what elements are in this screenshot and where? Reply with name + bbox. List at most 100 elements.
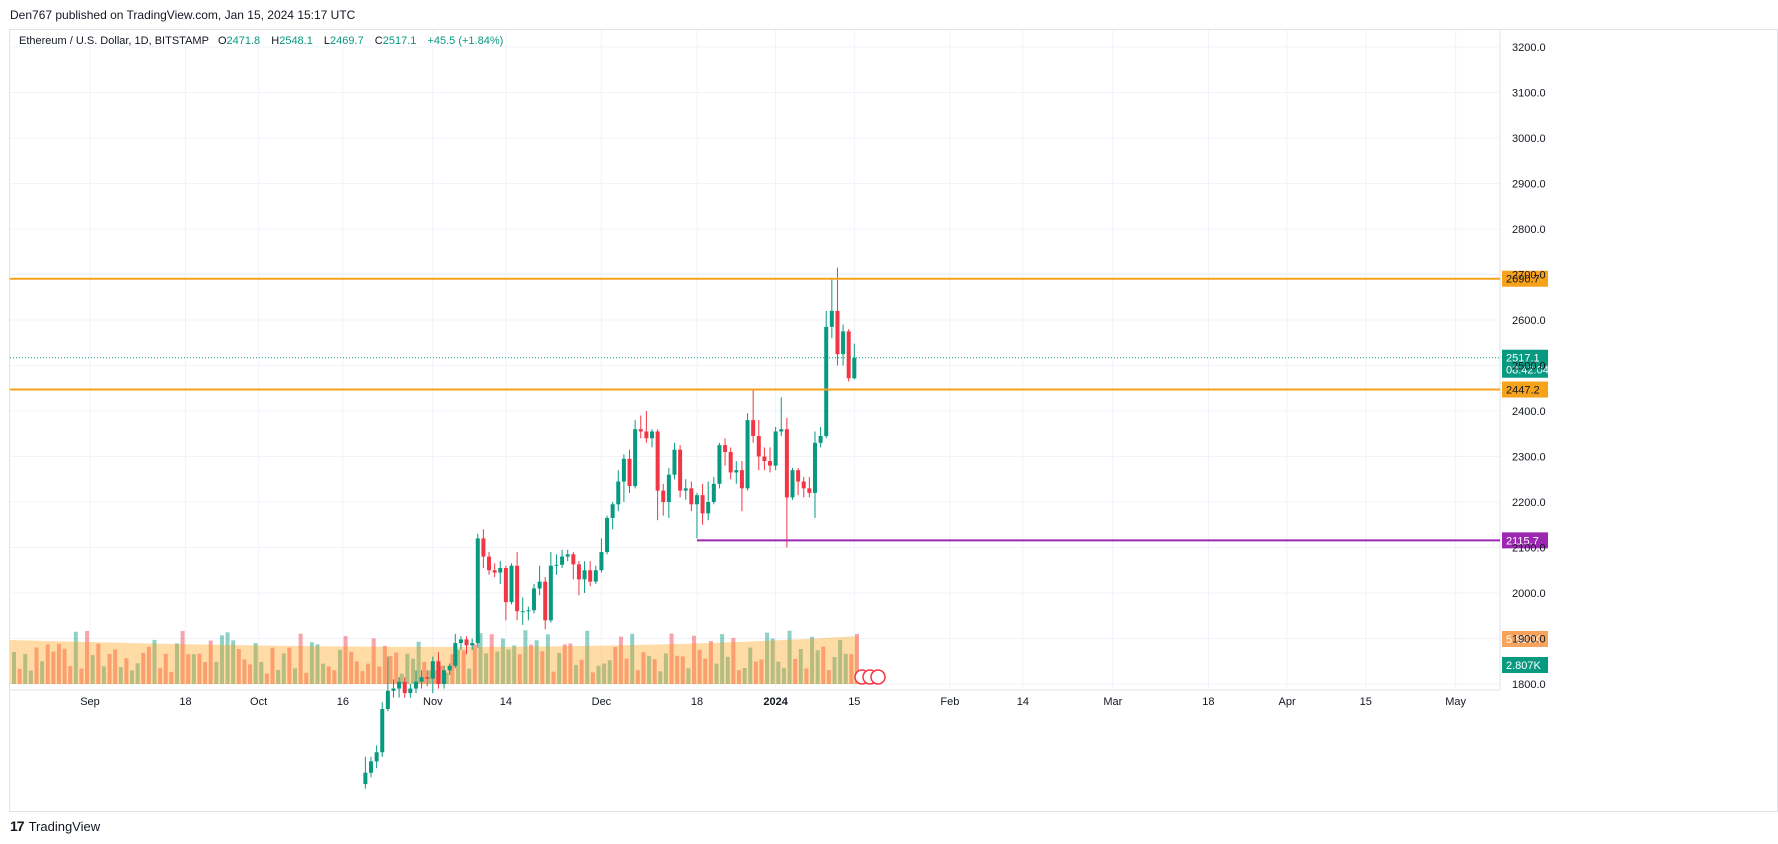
- volume-bar: [523, 630, 528, 684]
- volume-bar: [304, 672, 309, 684]
- volume-bar: [28, 670, 33, 684]
- candle-body: [655, 431, 660, 491]
- volume-bar: [293, 668, 297, 684]
- time-tick-label: Feb: [940, 696, 959, 708]
- volume-bar: [45, 644, 50, 684]
- volume-bar: [366, 663, 371, 684]
- candle-body: [554, 564, 559, 566]
- volume-bar: [416, 641, 421, 684]
- volume-bar: [101, 666, 106, 684]
- volume-bar: [832, 657, 837, 684]
- footer-branding: 17 TradingView: [10, 818, 100, 834]
- tradingview-wordmark[interactable]: TradingView: [28, 818, 101, 834]
- time-tick-label: Sep: [80, 696, 100, 708]
- volume-bar: [203, 662, 208, 684]
- candle-body: [644, 431, 649, 439]
- candle-body: [402, 681, 407, 694]
- price-tick-label: 2600.0: [1512, 315, 1546, 327]
- volume-bar: [753, 661, 758, 684]
- volume-bar: [281, 653, 286, 684]
- price-tick-label: 2300.0: [1512, 452, 1546, 464]
- volume-bar: [197, 653, 202, 684]
- volume-bar: [568, 643, 573, 684]
- price-tick-label: 2700.0: [1512, 270, 1546, 282]
- candle-body: [801, 481, 806, 489]
- volume-bar: [618, 636, 623, 684]
- volume-bar: [517, 654, 522, 684]
- avg-volume-area: [10, 636, 858, 684]
- volume-bar: [534, 640, 539, 684]
- candle-body: [588, 570, 593, 582]
- time-tick-label: May: [1445, 696, 1466, 708]
- volume-bar: [79, 668, 84, 684]
- volume-bar: [467, 668, 472, 684]
- time-tick-label: Apr: [1278, 696, 1295, 708]
- time-tick-label: 16: [337, 696, 349, 708]
- time-tick-label: Nov: [423, 696, 443, 708]
- volume-bar: [692, 635, 697, 684]
- time-tick-label: 15: [848, 696, 860, 708]
- price-tick-label: 3000.0: [1512, 133, 1546, 145]
- volume-bar: [259, 661, 264, 684]
- volume-bar: [500, 638, 505, 684]
- candle-body: [762, 456, 767, 462]
- volume-bar: [180, 631, 185, 684]
- volume-bar: [647, 655, 652, 684]
- candle-body: [706, 502, 711, 514]
- volume-bar: [444, 672, 449, 684]
- volume-bar: [455, 649, 460, 684]
- candle-body: [610, 504, 615, 518]
- candle-body: [745, 420, 750, 489]
- volume-bar: [843, 653, 848, 684]
- volume-bar: [309, 642, 314, 684]
- volume-bar: [214, 661, 219, 684]
- volume-bar: [382, 645, 387, 684]
- close-label: C: [374, 35, 383, 47]
- candle-body: [385, 690, 390, 710]
- volume-bar: [118, 667, 123, 684]
- volume-bar: [169, 671, 174, 684]
- volume-bar: [810, 636, 815, 684]
- open-value: 2471.8: [226, 35, 261, 47]
- candle-body: [498, 567, 503, 573]
- volume-bar: [124, 658, 129, 684]
- volume-bar: [731, 637, 736, 684]
- time-tick-label: Mar: [1103, 696, 1122, 708]
- candle-body: [638, 429, 643, 432]
- candle-body: [835, 310, 840, 355]
- candle-body: [661, 490, 666, 502]
- symbol-title[interactable]: Ethereum / U.S. Dollar, 1D, BITSTAMP: [19, 35, 209, 47]
- volume-bar: [787, 630, 792, 684]
- volume-bar: [130, 670, 135, 684]
- volume-bar: [107, 653, 112, 684]
- candle-body: [734, 470, 739, 473]
- volume-bar: [545, 634, 550, 684]
- candle-body: [369, 761, 373, 773]
- tradingview-logo-icon: 17: [10, 818, 25, 834]
- candle-body: [537, 581, 542, 589]
- countdown-label: 08:42:04: [1506, 365, 1549, 377]
- volume-bar: [855, 634, 859, 684]
- time-tick-label: 18: [179, 696, 191, 708]
- volume-bar: [433, 670, 438, 684]
- volume-bar: [652, 659, 657, 684]
- volume-bar: [798, 648, 803, 684]
- candle-body: [380, 709, 385, 753]
- volume-bar: [163, 653, 168, 684]
- price-chart[interactable]: 2690.72447.22115.72517.108:42:045.887K2.…: [0, 0, 1778, 812]
- volume-bar: [17, 668, 22, 684]
- level-price-tag: [1502, 270, 1548, 287]
- price-tick-label: 3100.0: [1512, 88, 1546, 100]
- volume-bar: [849, 654, 854, 684]
- price-tick-label: 1900.0: [1512, 634, 1546, 646]
- price-tick-label: 2500.0: [1512, 361, 1546, 373]
- candle-body: [576, 564, 581, 580]
- candle-body: [627, 458, 632, 487]
- volume-bar: [703, 658, 708, 684]
- volume-bar: [714, 663, 719, 684]
- candle-body: [773, 431, 778, 466]
- volume-bar: [624, 658, 629, 684]
- candle-body: [503, 567, 508, 603]
- volume-bar: [135, 663, 140, 684]
- candle-body: [694, 495, 699, 505]
